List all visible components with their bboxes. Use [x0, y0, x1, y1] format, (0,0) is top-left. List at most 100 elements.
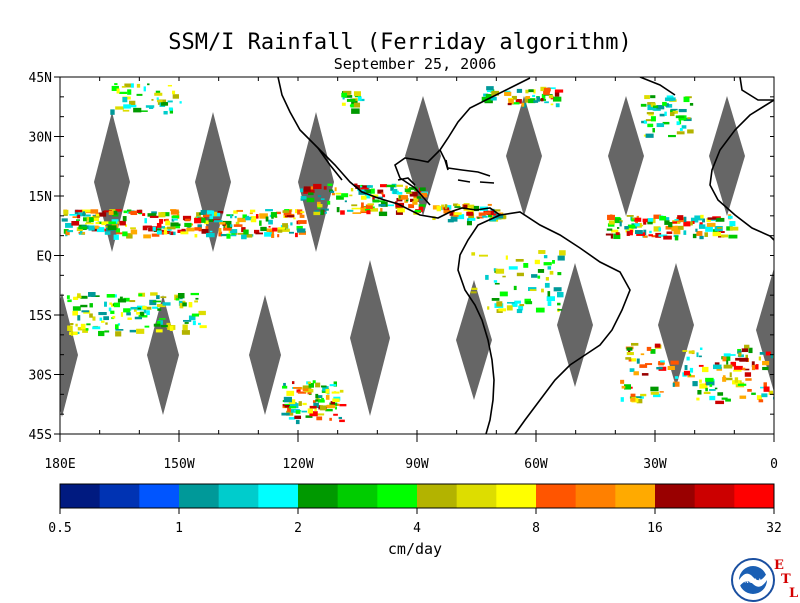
rain-patch	[541, 288, 544, 293]
rain-patch	[642, 218, 648, 223]
rain-patch	[366, 185, 373, 188]
rain-patch	[409, 187, 415, 190]
rain-patch	[163, 110, 168, 115]
rain-patch	[380, 184, 388, 188]
rain-patch	[114, 83, 118, 86]
rain-patch	[223, 227, 232, 231]
rain-patch	[326, 404, 334, 408]
rain-patch	[733, 365, 743, 370]
rain-patch	[109, 302, 112, 305]
rain-patch	[449, 211, 455, 216]
rain-patch	[235, 221, 240, 226]
rain-patch	[419, 187, 426, 191]
rain-patch	[665, 225, 673, 230]
rain-patch	[689, 102, 694, 106]
rain-patch	[156, 230, 162, 235]
rain-patch	[294, 209, 298, 214]
rain-patch	[396, 191, 403, 195]
rain-patch	[717, 226, 723, 229]
rain-patch	[236, 209, 244, 212]
rain-patch	[471, 252, 476, 256]
rain-patch	[667, 365, 675, 370]
rain-patch	[123, 297, 130, 302]
rain-patch	[664, 220, 670, 225]
rain-patch	[155, 90, 161, 94]
rain-patch	[626, 231, 630, 236]
rain-patch	[706, 217, 711, 222]
rain-patch	[307, 189, 315, 194]
rain-patch	[631, 358, 637, 362]
rain-patch	[325, 408, 333, 412]
rain-patch	[112, 315, 116, 319]
rain-patch	[343, 95, 353, 98]
rain-patch	[672, 221, 678, 224]
rain-patch	[78, 231, 82, 234]
rain-patch	[302, 385, 312, 391]
rain-patch	[707, 217, 717, 220]
rain-patch	[334, 187, 337, 192]
colorbar: 0.5 1 2 4 8 16 32	[48, 483, 782, 536]
rain-patch	[673, 381, 680, 387]
lon-tick-label: 180E	[44, 457, 75, 472]
rain-patch	[297, 220, 307, 224]
colorbar-swatch	[536, 484, 577, 508]
rain-patch	[665, 103, 669, 107]
rain-patch	[188, 302, 193, 308]
rain-patch	[522, 102, 527, 108]
rain-patch	[733, 369, 742, 372]
rain-patch	[94, 225, 99, 229]
rain-patch	[621, 385, 626, 389]
rain-patch	[729, 226, 739, 231]
rain-patch	[286, 215, 295, 218]
rain-patch	[537, 269, 545, 273]
rain-patch	[339, 403, 347, 407]
rain-patch	[412, 200, 418, 205]
rain-patch	[351, 108, 360, 114]
rain-patch	[108, 210, 117, 215]
rain-patch	[333, 413, 338, 416]
rain-patch	[549, 270, 554, 275]
rain-patch	[89, 303, 93, 308]
rain-patch	[739, 395, 747, 399]
rain-patch	[82, 217, 88, 222]
rain-patch	[357, 96, 362, 101]
rain-patch	[160, 102, 169, 106]
rain-patch	[249, 209, 256, 213]
rain-patch	[80, 232, 86, 235]
rain-patch	[627, 224, 636, 229]
rain-patch	[172, 218, 178, 221]
rain-patch	[350, 187, 354, 192]
rain-patch	[152, 306, 159, 309]
rain-patch	[699, 383, 708, 389]
rain-patch	[110, 310, 115, 314]
rain-patch	[645, 133, 654, 138]
rain-patch	[744, 372, 752, 377]
rain-patch	[664, 111, 667, 116]
rain-patch	[543, 90, 550, 95]
rain-patch	[511, 95, 517, 100]
rain-patch	[169, 108, 174, 114]
rain-patch	[471, 287, 478, 290]
rain-patch	[77, 315, 81, 321]
rain-patch	[327, 183, 333, 186]
rain-patch	[319, 405, 327, 411]
rain-patch	[183, 319, 192, 322]
rain-patch	[712, 364, 722, 370]
rain-patch	[144, 218, 147, 224]
rain-patch	[516, 308, 523, 314]
rain-patch	[761, 393, 768, 398]
rain-patch	[104, 330, 110, 333]
rain-patch	[330, 401, 336, 405]
rain-patch	[177, 223, 181, 227]
rain-patch	[242, 214, 247, 219]
rain-patch	[325, 388, 330, 394]
rain-patch	[709, 384, 713, 387]
rain-patch	[317, 195, 322, 198]
rain-patch	[768, 390, 774, 395]
rain-patch	[139, 311, 144, 316]
rain-patch	[506, 305, 513, 311]
rain-patch	[307, 391, 312, 395]
rain-patch	[735, 357, 741, 361]
rain-patch	[684, 365, 688, 371]
rain-patch	[512, 102, 520, 105]
